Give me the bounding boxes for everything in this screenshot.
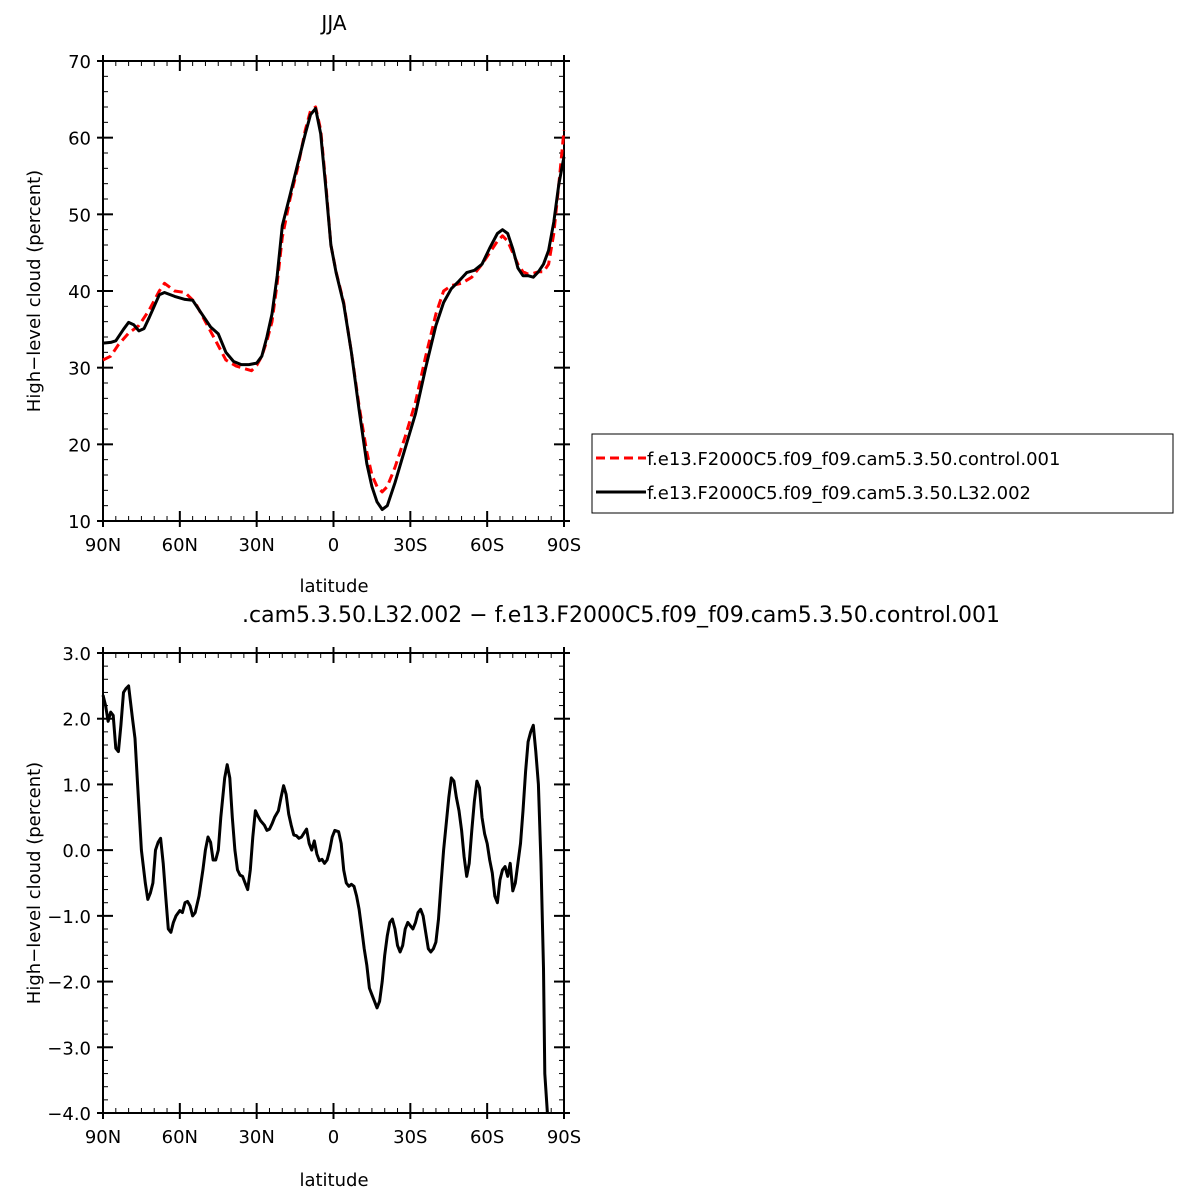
bottom-y-tick-label: 3.0 — [62, 644, 91, 665]
top-x-tick-label: 90N — [85, 535, 121, 556]
bottom-y-tick-labels: −4.0 −3.0 −2.0 −1.0 0.0 1.0 2.0 3.0 — [47, 644, 91, 1125]
bottom-x-tick-label: 90N — [85, 1127, 121, 1148]
bottom-x-axis-label: latitude — [299, 1170, 368, 1191]
top-x-tick-label: 60N — [162, 535, 198, 556]
bottom-x-tick-labels: 90N 60N 30N 0 30S 60S 90S — [85, 1127, 581, 1148]
bottom-y-tick-label: −4.0 — [47, 1104, 91, 1125]
top-y-axis-label: High−level cloud (percent) — [24, 170, 45, 412]
top-plot-frame — [102, 60, 565, 522]
top-axis-ticks — [97, 55, 570, 527]
top-y-tick-label: 60 — [68, 129, 91, 150]
top-x-axis-label: latitude — [299, 576, 368, 597]
bottom-y-tick-label: 1.0 — [62, 775, 91, 796]
bottom-chart: .cam5.3.50.L32.002 − f.e13.F2000C5.f09_f… — [24, 603, 1000, 1191]
top-y-tick-labels: 10 20 30 40 50 60 70 — [68, 52, 91, 533]
bottom-series-lines — [101, 684, 549, 1114]
bottom-x-tick-label: 30S — [393, 1127, 427, 1148]
top-x-tick-label: 30S — [393, 535, 427, 556]
top-x-tick-labels: 90N 60N 30N 0 30S 60S 90S — [85, 535, 581, 556]
legend: f.e13.F2000C5.f09_f09.cam5.3.50.control.… — [591, 433, 1174, 514]
top-x-tick-label: 0 — [328, 535, 339, 556]
bottom-x-tick-label: 0 — [328, 1127, 339, 1148]
top-y-tick-label: 10 — [68, 512, 91, 533]
bottom-y-tick-label: 2.0 — [62, 710, 91, 731]
top-y-tick-label: 20 — [68, 435, 91, 456]
top-series-line-1 — [102, 107, 566, 511]
bottom-y-tick-label: 0.0 — [62, 841, 91, 862]
bottom-x-tick-label: 60N — [162, 1127, 198, 1148]
bottom-y-tick-label: −3.0 — [47, 1038, 91, 1059]
legend-label-l32: f.e13.F2000C5.f09_f09.cam5.3.50.L32.002 — [647, 483, 1031, 504]
top-y-tick-label: 70 — [68, 52, 91, 73]
bottom-x-tick-label: 90S — [547, 1127, 581, 1148]
bottom-y-tick-label: −1.0 — [47, 907, 91, 928]
top-x-tick-label: 30N — [238, 535, 274, 556]
bottom-axis-ticks — [97, 647, 570, 1119]
bottom-x-tick-label: 30N — [238, 1127, 274, 1148]
legend-label-control: f.e13.F2000C5.f09_f09.cam5.3.50.control.… — [647, 449, 1060, 470]
bottom-series-line-0 — [101, 684, 549, 1114]
legend-box — [591, 433, 1174, 514]
top-series-lines — [102, 105, 566, 511]
top-x-tick-label: 60S — [470, 535, 504, 556]
top-x-tick-label: 90S — [547, 535, 581, 556]
bottom-y-axis-label: High−level cloud (percent) — [24, 762, 45, 1004]
top-chart: JJA 90N 60N 30N 0 30S 60S 90S 10 20 30 40 50 60 70 l… — [24, 11, 581, 597]
bottom-y-axis-label-clip: High−level cloud (percent) — [24, 762, 45, 1004]
top-chart-title: JJA — [319, 11, 346, 35]
bottom-x-tick-label: 60S — [470, 1127, 504, 1148]
top-series-line-0 — [102, 105, 566, 494]
top-y-tick-label: 50 — [68, 205, 91, 226]
bottom-chart-title: .cam5.3.50.L32.002 − f.e13.F2000C5.f09_f… — [242, 603, 1000, 628]
top-y-tick-label: 30 — [68, 359, 91, 380]
bottom-y-tick-label: −2.0 — [47, 973, 91, 994]
top-y-tick-label: 40 — [68, 282, 91, 303]
